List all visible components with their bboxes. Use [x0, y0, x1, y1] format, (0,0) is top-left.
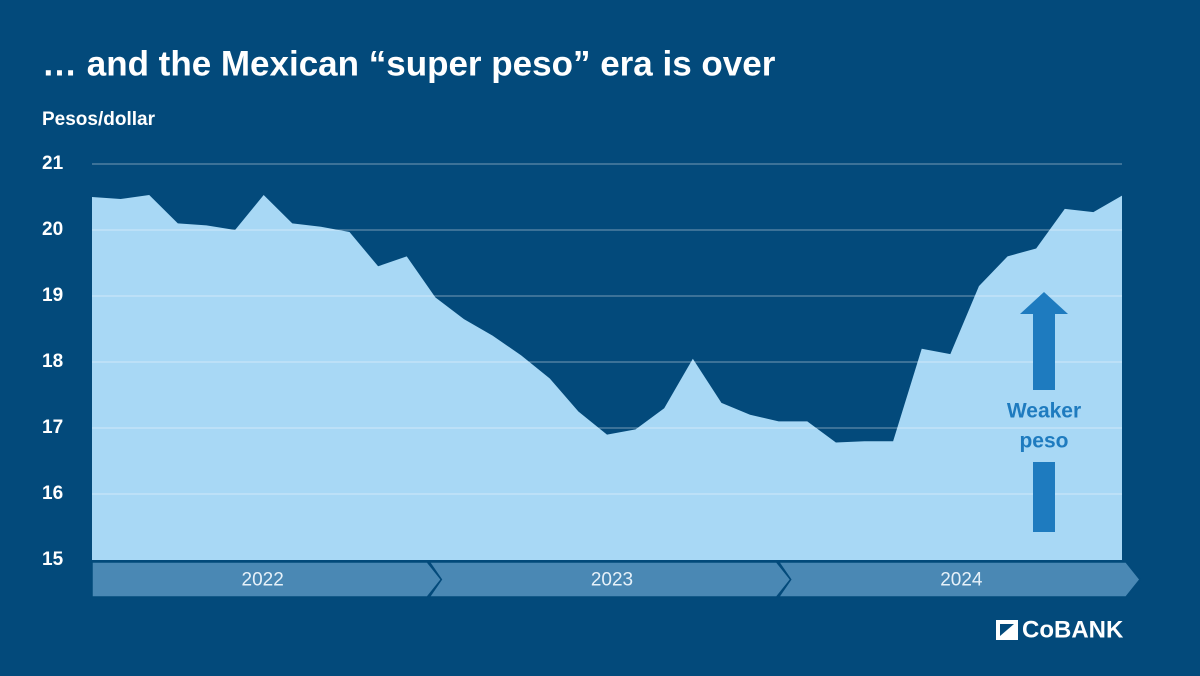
arrow-shaft: [1033, 312, 1055, 390]
annotation: peso: [1019, 430, 1068, 453]
logo: CoBANK: [996, 616, 1124, 643]
period-label: 2022: [242, 570, 284, 591]
y-tick-label: 15: [42, 549, 64, 570]
arrow-shaft: [1033, 462, 1055, 532]
area: [92, 195, 1122, 560]
period-label: 2024: [940, 570, 983, 591]
logo-text: CoBANK: [1022, 616, 1124, 643]
y-tick-label: 16: [42, 483, 63, 504]
period-band: [91, 561, 443, 598]
y-tick-label: 20: [42, 219, 63, 240]
period-label: 2023: [591, 570, 633, 591]
arrow-head: [1020, 292, 1068, 314]
y-axis-label: Pesos/dollar: [42, 109, 156, 130]
logo-cut: [1000, 624, 1014, 636]
period-band: [427, 561, 792, 598]
y-tick-label: 19: [42, 285, 63, 306]
annotation: Weaker: [1007, 400, 1081, 423]
y-tick-label: 17: [42, 417, 63, 438]
y-tick-label: 21: [42, 153, 64, 174]
chart-title: … and the Mexican “super peso” era is ov…: [42, 44, 776, 83]
y-tick-label: 18: [42, 351, 63, 372]
period-band: [777, 561, 1141, 598]
